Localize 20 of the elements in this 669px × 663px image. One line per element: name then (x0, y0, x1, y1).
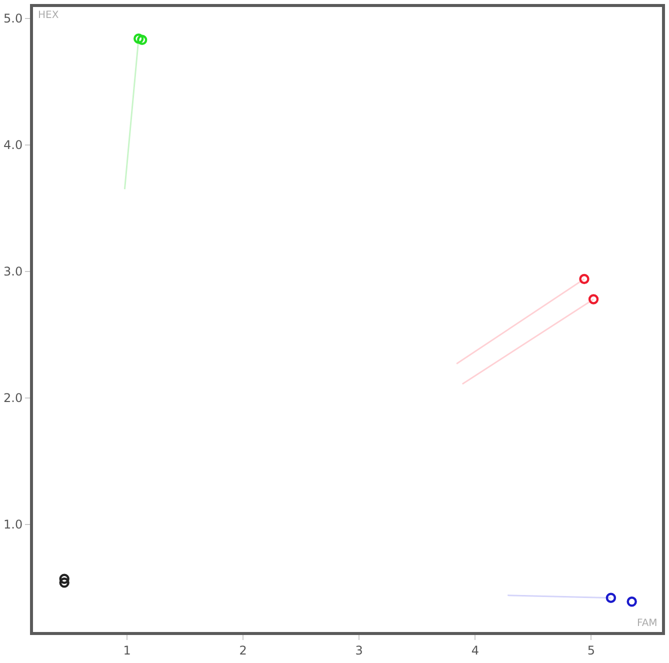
point (136, 34, 148, 45)
y-tick-label: 4.0 (4, 138, 23, 152)
y-tick-label: 1.0 (4, 518, 23, 532)
x-tick-label: 5 (587, 643, 596, 658)
point (134, 34, 144, 44)
point (579, 274, 590, 284)
y-axis-title: HEX (38, 10, 59, 21)
x-axis-title: FAM (637, 618, 658, 629)
y-tick-label: 5.0 (4, 12, 23, 26)
x-tick-label: 4 (471, 643, 479, 658)
point (606, 592, 616, 603)
point (588, 294, 599, 304)
point (626, 596, 637, 607)
y-tick-label: 2.0 (4, 391, 23, 406)
point (59, 574, 70, 584)
x-tick-label: 3 (355, 643, 363, 658)
y-tick-label: 3.0 (4, 264, 23, 279)
x-tick-label: 2 (239, 643, 247, 658)
x-tick-label: 1 (123, 643, 131, 658)
point (59, 578, 70, 588)
